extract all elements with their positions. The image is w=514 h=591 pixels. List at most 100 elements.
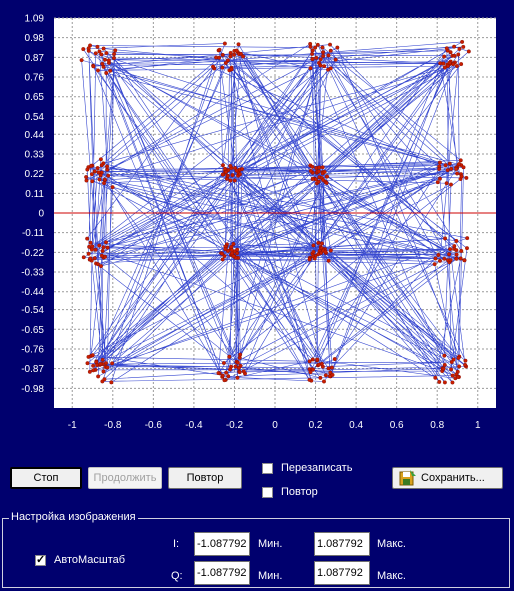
sample-point [98, 362, 103, 367]
y-tick-label: 0.87 [25, 53, 45, 64]
i-min-field[interactable]: -1.087792 [194, 532, 250, 556]
save-button-label: Сохранить... [421, 472, 485, 484]
sample-point [104, 240, 108, 245]
sample-point [456, 356, 461, 360]
sample-point [455, 171, 460, 176]
sample-point [91, 368, 96, 373]
sample-point [231, 242, 236, 246]
stop-button[interactable]: Стоп [10, 467, 82, 489]
sample-point [235, 375, 240, 380]
sample-point [316, 169, 321, 174]
sample-point [90, 244, 95, 249]
sample-point [223, 61, 228, 65]
sample-point [224, 170, 228, 175]
sample-point [87, 369, 92, 374]
y-tick-label: -0.54 [21, 305, 44, 316]
sample-point [437, 379, 442, 384]
overwrite-checkbox[interactable]: Перезаписать [262, 462, 352, 474]
sample-point [330, 372, 335, 377]
q-min-field[interactable]: -1.087792 [194, 561, 250, 585]
x-tick-label: 0.6 [390, 420, 404, 431]
sample-point [322, 64, 327, 69]
sample-point [321, 50, 326, 55]
sample-point [443, 163, 448, 168]
sample-point [228, 163, 233, 168]
sample-point [459, 174, 464, 179]
i-max-field[interactable]: 1.087792 [314, 532, 370, 556]
image-settings-title: Настройка изображения [9, 511, 138, 523]
sample-point [442, 256, 447, 261]
sample-point [454, 248, 459, 253]
sample-point [96, 374, 101, 379]
sample-point [333, 57, 338, 62]
autoscale-checkbox[interactable]: АвтоМасштаб [35, 553, 125, 566]
sample-point [312, 256, 317, 261]
sample-point [465, 246, 469, 251]
sample-point [450, 380, 455, 385]
sample-point [230, 173, 235, 178]
sample-point [445, 64, 450, 68]
sample-point [79, 58, 84, 63]
sample-point [328, 248, 333, 253]
sample-point [103, 254, 107, 259]
sample-point [448, 247, 453, 252]
repeat-checkbox[interactable]: Повтор [262, 486, 318, 498]
sample-point [310, 48, 315, 53]
sample-point [238, 352, 243, 357]
y-tick-label: 0.98 [25, 33, 45, 44]
sample-point [320, 165, 325, 170]
autoscale-checkbox-box[interactable] [35, 553, 46, 566]
sample-point [444, 181, 449, 186]
sample-point [310, 164, 315, 169]
sample-point [307, 377, 312, 382]
y-tick-label: -0.65 [21, 325, 44, 336]
sample-point [437, 176, 442, 181]
sample-point [315, 357, 320, 362]
x-axis-ticks: -1 -0.8 -0.6 -0.4 -0.2 0 0.2 0.4 0.6 0.8 1 [68, 420, 481, 431]
continue-button[interactable]: Продолжить [88, 467, 162, 489]
sample-point [325, 174, 329, 179]
sample-point [234, 168, 239, 173]
repeat-button[interactable]: Повтор [168, 467, 242, 489]
sample-point [228, 367, 233, 372]
sample-point [101, 245, 106, 250]
sample-point [454, 64, 459, 68]
y-tick-label: 1.09 [25, 14, 45, 25]
sample-point [221, 163, 225, 168]
sample-point [461, 165, 466, 170]
q-max-label: Макс. [377, 570, 406, 582]
save-button[interactable]: Сохранить... [392, 467, 503, 489]
sample-point [449, 182, 453, 187]
sample-point [320, 45, 325, 50]
sample-point [314, 55, 319, 60]
sample-point [457, 162, 462, 167]
sample-point [86, 354, 91, 359]
x-tick-label: 0.8 [430, 420, 444, 431]
sample-point [228, 178, 233, 183]
sample-point [310, 52, 315, 56]
sample-point [436, 253, 441, 257]
sample-point [451, 62, 456, 67]
sample-point [326, 366, 331, 371]
sample-point [448, 50, 453, 55]
sample-point [99, 163, 104, 168]
y-tick-label: -0.22 [21, 248, 44, 259]
sample-point [437, 167, 442, 171]
sample-point [95, 166, 100, 171]
overwrite-checkbox-box[interactable] [262, 462, 273, 474]
repeat-checkbox-label: Повтор [281, 486, 318, 498]
sample-point [442, 380, 447, 385]
y-tick-label: 0.11 [25, 189, 44, 200]
sample-point [454, 256, 459, 261]
y-tick-label: -0.33 [21, 268, 44, 279]
sample-point [449, 166, 454, 171]
sample-point [85, 236, 90, 241]
sample-point [105, 167, 110, 172]
repeat-checkbox-box[interactable] [262, 486, 273, 498]
sample-point [238, 51, 243, 56]
sample-point [222, 254, 227, 258]
sample-point [241, 54, 246, 59]
q-max-field[interactable]: 1.087792 [314, 561, 370, 585]
sample-point [458, 256, 463, 261]
sample-point [108, 68, 113, 73]
